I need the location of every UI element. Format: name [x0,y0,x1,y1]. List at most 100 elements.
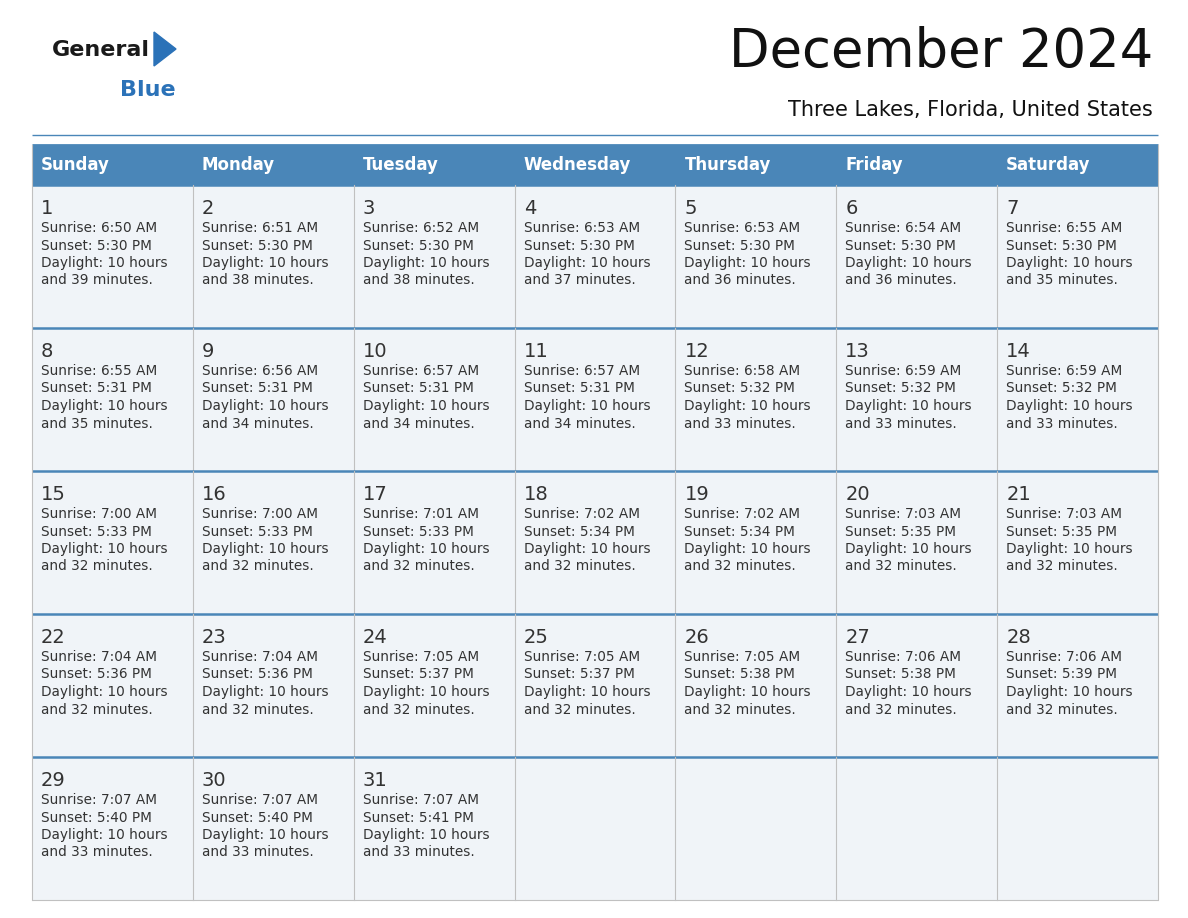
Text: and 38 minutes.: and 38 minutes. [202,274,314,287]
Text: Friday: Friday [846,156,903,174]
Text: and 32 minutes.: and 32 minutes. [1006,559,1118,574]
Text: 12: 12 [684,342,709,361]
Bar [997,328,1158,471]
Text: Sunrise: 7:05 AM: Sunrise: 7:05 AM [684,650,801,664]
Text: Sunrise: 6:53 AM: Sunrise: 6:53 AM [524,221,639,235]
Text: 27: 27 [846,628,870,647]
Text: Daylight: 10 hours: Daylight: 10 hours [1006,685,1133,699]
Text: Daylight: 10 hours: Daylight: 10 hours [684,685,811,699]
Text: Sunrise: 6:54 AM: Sunrise: 6:54 AM [846,221,961,235]
Bar [997,185,1158,328]
Text: Sunset: 5:30 PM: Sunset: 5:30 PM [684,239,795,252]
Bar [354,145,514,185]
Text: 29: 29 [42,771,65,790]
Text: 19: 19 [684,485,709,504]
Text: Sunset: 5:40 PM: Sunset: 5:40 PM [202,811,312,824]
Text: and 34 minutes.: and 34 minutes. [202,417,314,431]
Bar [354,757,514,900]
Text: Daylight: 10 hours: Daylight: 10 hours [362,542,489,556]
Bar [354,328,514,471]
Bar [192,328,354,471]
Bar [192,185,354,328]
Polygon shape [154,32,176,66]
Text: Sunrise: 6:59 AM: Sunrise: 6:59 AM [1006,364,1123,378]
Text: Daylight: 10 hours: Daylight: 10 hours [684,256,811,270]
Bar [836,328,997,471]
Bar [32,757,192,900]
Text: Sunset: 5:33 PM: Sunset: 5:33 PM [42,524,152,539]
Text: Daylight: 10 hours: Daylight: 10 hours [524,256,650,270]
Text: and 32 minutes.: and 32 minutes. [42,559,153,574]
Text: Daylight: 10 hours: Daylight: 10 hours [362,685,489,699]
Text: Sunrise: 7:05 AM: Sunrise: 7:05 AM [362,650,479,664]
Text: Sunset: 5:40 PM: Sunset: 5:40 PM [42,811,152,824]
Text: Sunset: 5:33 PM: Sunset: 5:33 PM [362,524,474,539]
Text: 2: 2 [202,199,214,218]
Bar [32,471,192,614]
Bar [354,471,514,614]
Text: Sunrise: 6:52 AM: Sunrise: 6:52 AM [362,221,479,235]
Text: Daylight: 10 hours: Daylight: 10 hours [202,399,329,413]
Text: and 33 minutes.: and 33 minutes. [202,845,314,859]
Text: and 32 minutes.: and 32 minutes. [202,559,314,574]
Bar [32,185,192,328]
Text: 22: 22 [42,628,65,647]
Text: 10: 10 [362,342,387,361]
Text: General: General [52,40,150,60]
Text: Sunrise: 7:07 AM: Sunrise: 7:07 AM [42,793,157,807]
Bar [676,757,836,900]
Text: 17: 17 [362,485,387,504]
Text: and 36 minutes.: and 36 minutes. [846,274,958,287]
Text: Daylight: 10 hours: Daylight: 10 hours [202,685,329,699]
Text: Sunset: 5:32 PM: Sunset: 5:32 PM [846,382,956,396]
Bar [192,614,354,757]
Text: and 32 minutes.: and 32 minutes. [524,559,636,574]
Text: Sunset: 5:35 PM: Sunset: 5:35 PM [846,524,956,539]
Text: Sunrise: 7:02 AM: Sunrise: 7:02 AM [524,507,639,521]
Text: Sunset: 5:35 PM: Sunset: 5:35 PM [1006,524,1117,539]
Text: 9: 9 [202,342,214,361]
Text: 23: 23 [202,628,227,647]
Text: and 33 minutes.: and 33 minutes. [1006,417,1118,431]
Bar [676,145,836,185]
Text: Sunrise: 6:58 AM: Sunrise: 6:58 AM [684,364,801,378]
Text: Blue: Blue [120,80,176,100]
Bar [32,145,192,185]
Bar [836,471,997,614]
Text: 18: 18 [524,485,549,504]
Text: 6: 6 [846,199,858,218]
Text: and 32 minutes.: and 32 minutes. [42,702,153,717]
Text: Daylight: 10 hours: Daylight: 10 hours [524,542,650,556]
Text: Daylight: 10 hours: Daylight: 10 hours [846,399,972,413]
Text: Sunrise: 6:50 AM: Sunrise: 6:50 AM [42,221,157,235]
Bar [836,185,997,328]
Bar [192,145,354,185]
Bar [676,614,836,757]
Text: Sunrise: 6:53 AM: Sunrise: 6:53 AM [684,221,801,235]
Text: Monday: Monday [202,156,274,174]
Text: 1: 1 [42,199,53,218]
Bar [997,145,1158,185]
Text: Sunrise: 7:00 AM: Sunrise: 7:00 AM [202,507,318,521]
Text: Sunset: 5:30 PM: Sunset: 5:30 PM [202,239,312,252]
Text: Sunset: 5:30 PM: Sunset: 5:30 PM [1006,239,1117,252]
Text: 11: 11 [524,342,549,361]
Text: and 34 minutes.: and 34 minutes. [524,417,636,431]
Text: and 32 minutes.: and 32 minutes. [846,559,958,574]
Text: Sunrise: 7:07 AM: Sunrise: 7:07 AM [202,793,318,807]
Text: Sunrise: 7:06 AM: Sunrise: 7:06 AM [846,650,961,664]
Bar [997,757,1158,900]
Text: Daylight: 10 hours: Daylight: 10 hours [1006,256,1133,270]
Text: and 35 minutes.: and 35 minutes. [1006,274,1118,287]
Text: Thursday: Thursday [684,156,771,174]
Text: and 38 minutes.: and 38 minutes. [362,274,474,287]
Text: and 34 minutes.: and 34 minutes. [362,417,474,431]
Text: and 32 minutes.: and 32 minutes. [684,559,796,574]
Text: 30: 30 [202,771,227,790]
Text: Daylight: 10 hours: Daylight: 10 hours [42,828,168,842]
Text: Sunrise: 7:00 AM: Sunrise: 7:00 AM [42,507,157,521]
Text: Sunset: 5:31 PM: Sunset: 5:31 PM [202,382,312,396]
Text: 3: 3 [362,199,375,218]
Text: and 39 minutes.: and 39 minutes. [42,274,153,287]
Text: and 33 minutes.: and 33 minutes. [362,845,474,859]
